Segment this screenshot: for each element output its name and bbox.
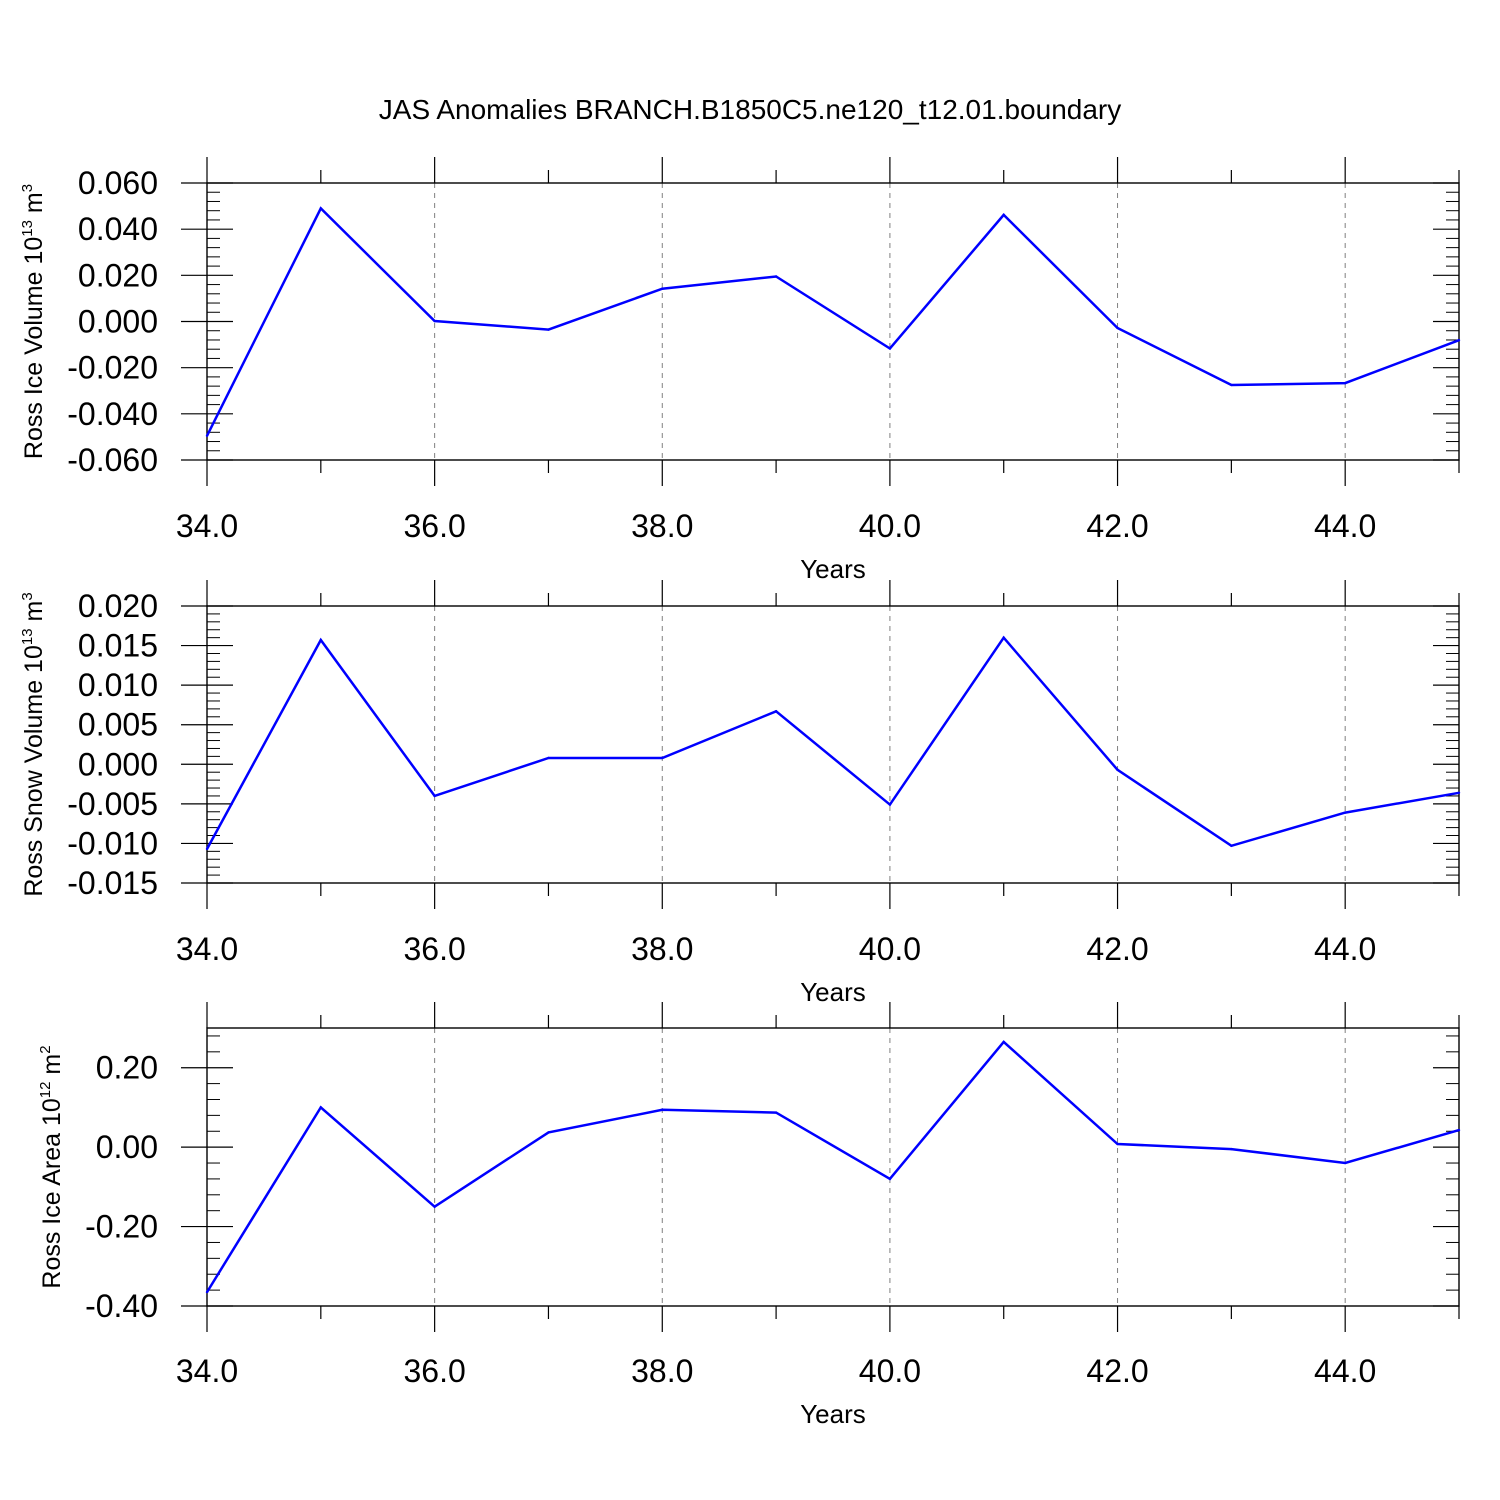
y-tick-label: -0.015 <box>67 865 158 901</box>
data-point <box>1343 811 1347 814</box>
x-tick-label: 40.0 <box>859 1353 921 1389</box>
data-point <box>433 319 436 323</box>
data-point <box>1457 1128 1461 1132</box>
x-tick-label: 34.0 <box>176 931 238 967</box>
data-point <box>205 434 209 437</box>
data-point <box>205 847 209 851</box>
data-point <box>774 710 778 713</box>
data-point <box>433 794 436 798</box>
y-tick-label: 0.020 <box>78 257 158 293</box>
y-tick-label: -0.010 <box>67 825 158 861</box>
data-point <box>1230 1147 1233 1151</box>
data-point <box>888 1177 892 1181</box>
x-tick-label: 38.0 <box>631 508 693 544</box>
y-tick-label: 0.010 <box>78 667 158 703</box>
y-axis-label: Ross Snow Volume 1013 m3 <box>19 592 48 896</box>
figure-title: JAS Anomalies BRANCH.B1850C5.ne120_t12.0… <box>379 94 1121 125</box>
data-point <box>1002 1040 1005 1044</box>
data-point <box>1002 213 1005 217</box>
y-axis-label: Ross Ice Volume 1013 m3 <box>19 184 48 459</box>
chart-panel-3: 0.20 0.00 -0.20 -0.40 34.0 36.0 38.0 40.0 42.0 44… <box>37 1002 1461 1429</box>
data-point <box>888 803 892 806</box>
x-axis-label: Years <box>800 977 866 1007</box>
y-tick-label: -0.40 <box>85 1288 158 1324</box>
data-point <box>547 328 550 331</box>
data-point <box>205 1290 209 1294</box>
x-tick-label: 40.0 <box>859 508 921 544</box>
data-point <box>661 756 664 760</box>
data-point <box>888 347 892 350</box>
data-point <box>547 756 550 760</box>
series-line <box>205 206 1460 437</box>
y-tick-label: 0.005 <box>78 707 158 743</box>
x-tick-label: 42.0 <box>1086 1353 1148 1389</box>
y-tick-label: 0.000 <box>78 746 158 782</box>
y-tick-label: 0.020 <box>78 588 158 624</box>
data-point <box>1343 381 1347 385</box>
data-point <box>319 638 323 642</box>
x-tick-label: 36.0 <box>403 1353 465 1389</box>
data-point <box>1116 768 1119 772</box>
data-point <box>1230 383 1233 387</box>
y-tick-label: 0.060 <box>78 165 158 201</box>
y-tick-label: 0.000 <box>78 304 158 340</box>
y-tick-label: 0.00 <box>96 1129 158 1165</box>
data-point <box>1230 844 1233 848</box>
data-point <box>319 1106 323 1109</box>
plot-frame <box>206 1027 1460 1307</box>
data-point <box>1343 1161 1347 1165</box>
y-tick-label: -0.060 <box>67 442 158 478</box>
y-tick-label: -0.020 <box>67 350 158 386</box>
x-axis-label: Years <box>800 1399 866 1429</box>
x-tick-label: 40.0 <box>859 931 921 967</box>
x-tick-label: 42.0 <box>1086 508 1148 544</box>
data-point <box>433 1205 436 1208</box>
y-axis-label: Ross Ice Area 1012 m2 <box>37 1045 66 1288</box>
data-point <box>661 1108 664 1112</box>
x-tick-label: 34.0 <box>176 508 238 544</box>
y-tick-label: -0.20 <box>85 1209 158 1245</box>
data-point <box>774 275 778 278</box>
data-point <box>1116 326 1119 330</box>
y-tick-label: 0.20 <box>96 1050 158 1086</box>
series-line <box>205 635 1460 850</box>
data-point <box>1002 636 1005 639</box>
x-axis-label: Years <box>800 554 866 584</box>
data-point <box>547 1131 550 1134</box>
x-tick-label: 38.0 <box>631 931 693 967</box>
y-tick-label: -0.005 <box>67 786 158 822</box>
x-tick-label: 38.0 <box>631 1353 693 1389</box>
x-tick-label: 44.0 <box>1314 931 1376 967</box>
x-tick-label: 42.0 <box>1086 931 1148 967</box>
y-tick-label: 0.040 <box>78 211 158 247</box>
x-tick-label: 36.0 <box>403 931 465 967</box>
data-point <box>1116 1142 1119 1146</box>
y-tick-label: 0.015 <box>78 628 158 664</box>
panels: 0.060 0.040 0.020 0.000 -0.020 -0.040 -0.060 34… <box>19 157 1461 1429</box>
data-point <box>319 207 323 210</box>
x-tick-label: 44.0 <box>1314 508 1376 544</box>
data-point <box>774 1111 778 1114</box>
data-point <box>1457 791 1461 794</box>
x-tick-label: 44.0 <box>1314 1353 1376 1389</box>
y-tick-label: -0.040 <box>67 396 158 432</box>
data-point <box>1457 338 1461 342</box>
series-line <box>205 1040 1460 1293</box>
data-point <box>661 287 664 290</box>
x-tick-label: 34.0 <box>176 1353 238 1389</box>
plot-frame <box>206 605 1460 884</box>
x-tick-label: 36.0 <box>403 508 465 544</box>
chart-panel-1: 0.060 0.040 0.020 0.000 -0.020 -0.040 -0.060 34… <box>19 157 1461 584</box>
